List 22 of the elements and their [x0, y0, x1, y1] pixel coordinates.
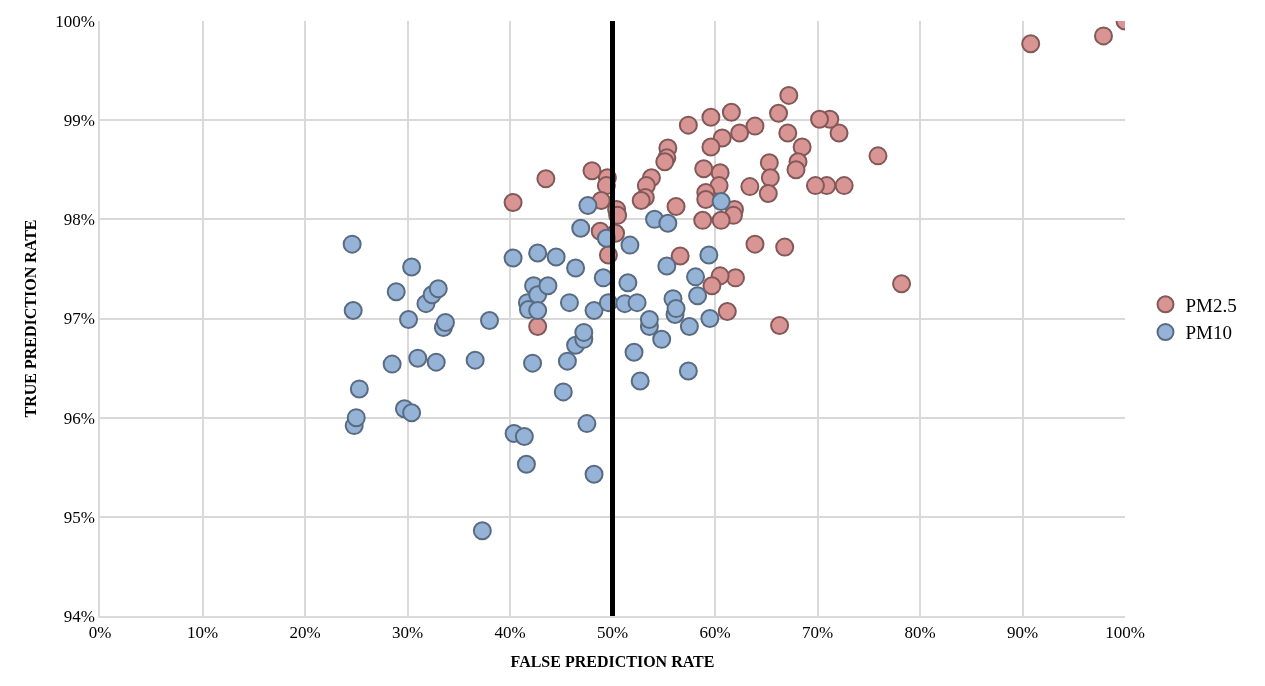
y-tick-label: 95%: [63, 507, 95, 527]
legend-label: PM2.5: [1185, 294, 1237, 316]
x-tick-label: 0%: [88, 623, 112, 643]
y-tick-label: 97%: [63, 309, 95, 329]
x-tick-label: 40%: [494, 623, 526, 643]
x-tick-label: 60%: [699, 623, 731, 643]
legend-label: PM10: [1185, 322, 1232, 344]
x-tick-label: 70%: [801, 623, 834, 643]
y-axis-title: TRUE PREDICTION RATE: [21, 219, 39, 418]
y-tick-label: 98%: [63, 210, 95, 230]
y-tick-label: 96%: [63, 408, 95, 428]
x-tick-label: 100%: [1105, 623, 1145, 643]
x-tick-label: 30%: [391, 623, 424, 643]
x-tick-label: 20%: [289, 623, 321, 643]
x-tick-label: 10%: [186, 623, 219, 643]
x-tick-label: 50%: [596, 623, 629, 643]
y-tick-label: 94%: [63, 606, 95, 626]
x-tick-label: 80%: [904, 623, 936, 643]
x-axis-title: FALSE PREDICTION RATE: [510, 653, 715, 671]
y-tick-label: 99%: [63, 111, 95, 131]
y-tick-label: 100%: [55, 11, 95, 31]
x-tick-label: 90%: [1006, 623, 1039, 643]
